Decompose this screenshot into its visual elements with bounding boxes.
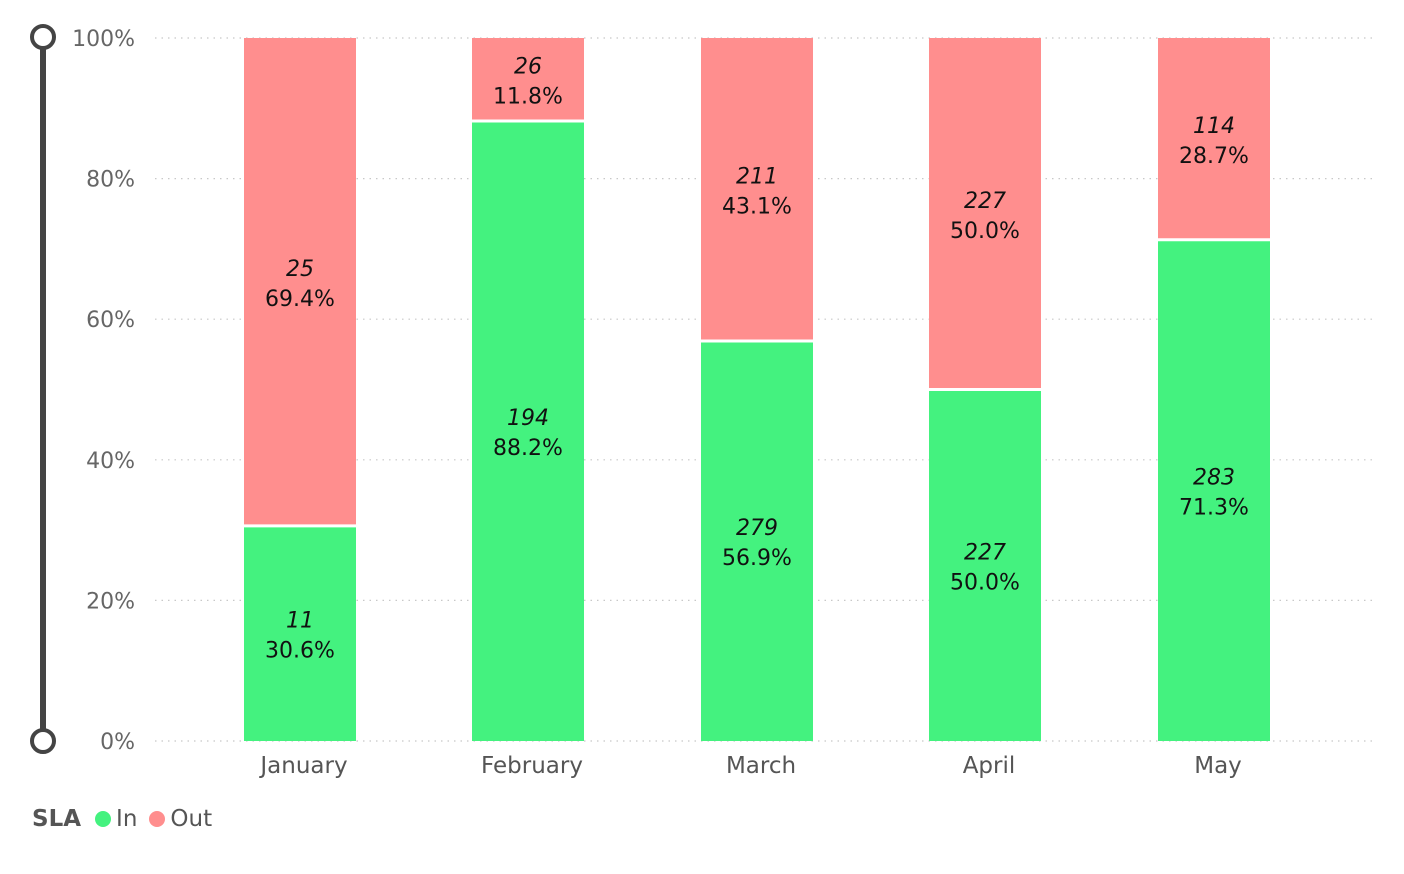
bar-in-april[interactable] <box>929 389 1041 742</box>
legend-item-in[interactable]: In <box>95 806 137 832</box>
data-label-percent-out: 43.1% <box>722 194 792 219</box>
data-label-count-in: 283 <box>1193 465 1235 490</box>
legend-label-in: In <box>116 806 138 832</box>
data-label-percent-out: 69.4% <box>265 287 335 312</box>
bar-out-february[interactable] <box>472 38 584 121</box>
data-label-count-out: 25 <box>286 257 314 282</box>
x-tick-label: February <box>481 753 583 779</box>
legend-swatch-in <box>95 811 112 827</box>
x-tick-label: May <box>1194 753 1242 779</box>
data-label-count-in: 11 <box>286 608 314 633</box>
zoom-slider-top-handle[interactable] <box>30 24 56 50</box>
data-label-count-out: 26 <box>514 54 542 79</box>
legend-label-out: Out <box>170 806 213 832</box>
data-label-percent-out: 50.0% <box>950 219 1020 244</box>
bar-out-april[interactable] <box>929 38 1041 390</box>
bar-in-march[interactable] <box>701 340 813 741</box>
bars <box>244 38 1270 742</box>
data-label-percent-in: 71.3% <box>1179 495 1249 520</box>
y-tick-label: 80% <box>86 168 135 193</box>
y-tick-label: 20% <box>86 589 135 614</box>
x-tick-label: March <box>726 753 796 779</box>
data-label-count-in: 227 <box>964 540 1006 565</box>
bar-out-january[interactable] <box>244 38 356 526</box>
data-label-count-in: 194 <box>507 406 549 431</box>
bar-out-march[interactable] <box>701 38 813 341</box>
data-label-percent-in: 56.9% <box>722 546 792 571</box>
data-label-percent-out: 28.7% <box>1179 144 1249 169</box>
legend-item-out[interactable]: Out <box>149 806 212 832</box>
y-tick-label: 0% <box>100 730 135 755</box>
y-tick-label: 60% <box>86 308 135 333</box>
data-label-percent-in: 88.2% <box>493 436 563 461</box>
bar-in-january[interactable] <box>244 525 356 741</box>
legend: SLA In Out <box>32 804 224 834</box>
x-axis-ticks: January February March April May <box>258 753 1241 779</box>
stacked-bar-chart: 0% 20% 40% 60% 80% 100% 11 30.6% 25 69.4% 194 88.2… <box>30 24 1375 779</box>
bar-in-may[interactable] <box>1158 239 1270 742</box>
bar-in-february[interactable] <box>472 120 584 742</box>
data-label-count-out: 114 <box>1193 114 1235 139</box>
y-tick-label: 40% <box>86 449 135 474</box>
data-label-percent-in: 50.0% <box>950 570 1020 595</box>
data-label-count-in: 279 <box>736 516 778 541</box>
x-tick-label: January <box>258 753 347 779</box>
legend-swatch-out <box>149 811 166 827</box>
legend-title: SLA <box>32 806 82 832</box>
zoom-slider-bottom-handle[interactable] <box>30 728 56 754</box>
bar-out-may[interactable] <box>1158 38 1270 240</box>
data-label-count-out: 211 <box>736 164 778 189</box>
y-axis-zoom-slider[interactable] <box>30 24 56 754</box>
data-label-percent-in: 30.6% <box>265 638 335 663</box>
data-labels: 11 30.6% 25 69.4% 194 88.2% 26 11.8% 279 56.9% 211… <box>265 54 1249 663</box>
data-label-percent-out: 11.8% <box>493 84 563 109</box>
x-tick-label: April <box>963 753 1016 779</box>
data-label-count-out: 227 <box>964 189 1006 214</box>
y-axis-ticks: 0% 20% 40% 60% 80% 100% <box>72 27 135 755</box>
y-tick-label: 100% <box>72 27 135 52</box>
